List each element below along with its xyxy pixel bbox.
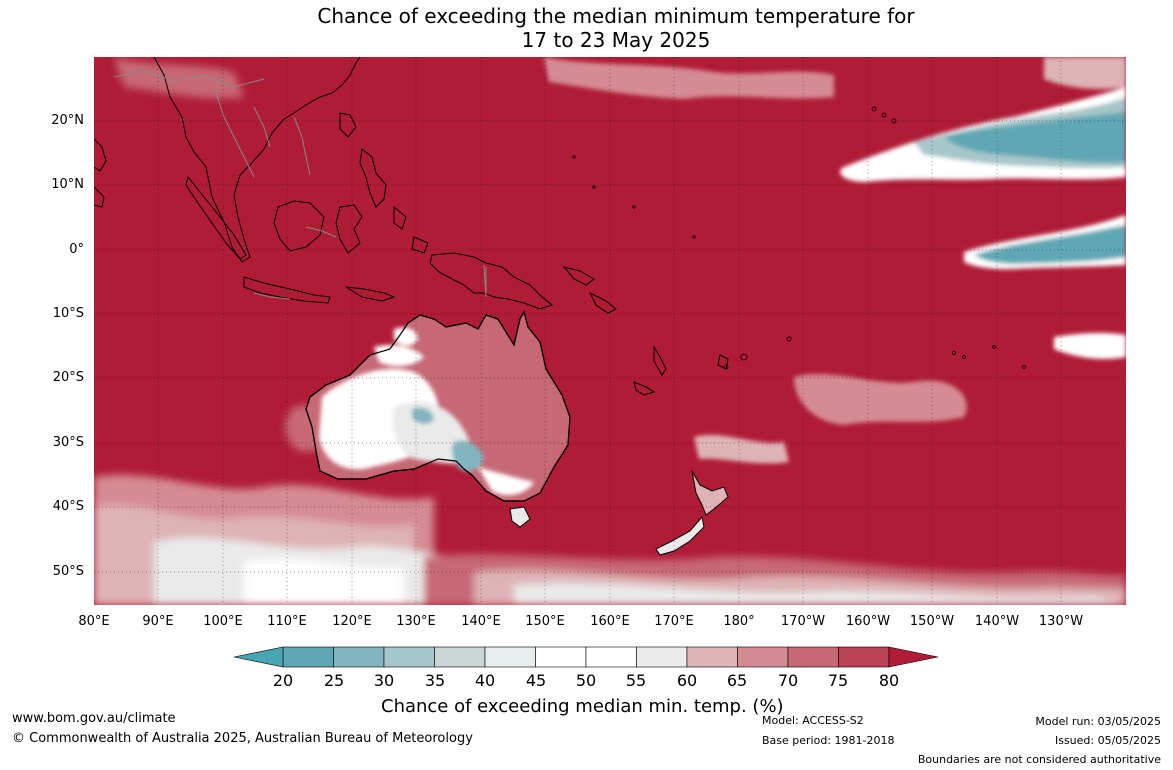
lon-label-150e: 150°E xyxy=(525,614,565,629)
lat-label-50s: 50°S xyxy=(52,564,84,579)
base-period: Base period: 1981-2018 xyxy=(762,734,895,747)
legend-tick-80: 80 xyxy=(878,671,900,690)
lon-label-160e: 160°E xyxy=(590,614,630,629)
lat-label-equator: 0° xyxy=(69,242,84,257)
colorbar-under-arrow xyxy=(233,646,284,668)
map-title-line1: Chance of exceeding the median minimum t… xyxy=(317,4,915,28)
australia-region xyxy=(305,310,571,528)
lon-label-150w: 150°W xyxy=(909,614,955,629)
lon-label-80e: 80°E xyxy=(78,614,110,629)
lon-label-180: 180° xyxy=(723,614,755,629)
lon-label-130e: 130°E xyxy=(396,614,436,629)
new-guinea-and-islands xyxy=(429,252,729,396)
legend-tick-40: 40 xyxy=(474,671,496,690)
legend-tick-45: 45 xyxy=(525,671,547,690)
pacific-islands xyxy=(572,106,1026,370)
lon-label-160w: 160°W xyxy=(845,614,891,629)
legend-tick-35: 35 xyxy=(424,671,446,690)
legend-tick-20: 20 xyxy=(272,671,294,690)
map-title: Chance of exceeding the median minimum t… xyxy=(0,4,1173,52)
legend-tick-70: 70 xyxy=(777,671,799,690)
lat-label-10s: 10°S xyxy=(52,306,84,321)
legend-tick-30: 30 xyxy=(373,671,395,690)
new-zealand xyxy=(655,470,729,556)
lon-label-170e: 170°E xyxy=(654,614,694,629)
legend-tick-75: 75 xyxy=(827,671,849,690)
legend-tick-65: 65 xyxy=(726,671,748,690)
probability-map xyxy=(94,57,1126,605)
model-name: Model: ACCESS-S2 xyxy=(762,714,864,727)
colorbar-segment xyxy=(838,646,890,668)
lon-label-130w: 130°W xyxy=(1038,614,1084,629)
website-link[interactable]: www.bom.gov.au/climate xyxy=(12,711,176,726)
lat-label-20n: 20°N xyxy=(51,113,84,128)
north-pacific-cool-anomaly xyxy=(544,57,1126,464)
colorbar-segment xyxy=(737,646,789,668)
colorbar-segment xyxy=(484,646,536,668)
legend-tick-55: 55 xyxy=(625,671,647,690)
lon-label-140w: 140°W xyxy=(974,614,1020,629)
internal-borders xyxy=(113,70,487,300)
map-title-line2: 17 to 23 May 2025 xyxy=(521,28,711,52)
legend-tick-50: 50 xyxy=(575,671,597,690)
colorbar-segment xyxy=(787,646,839,668)
colorbar xyxy=(233,646,939,668)
lon-label-90e: 90°E xyxy=(142,614,174,629)
legend-title: Chance of exceeding median min. temp. (%… xyxy=(381,696,784,717)
legend-tick-60: 60 xyxy=(676,671,698,690)
colorbar-segment xyxy=(535,646,587,668)
colorbar-segment xyxy=(282,646,334,668)
maritime-southeast-asia xyxy=(94,57,429,304)
lon-label-100e: 100°E xyxy=(203,614,243,629)
legend-tick-25: 25 xyxy=(323,671,345,690)
lon-label-120e: 120°E xyxy=(332,614,372,629)
lat-label-40s: 40°S xyxy=(52,499,84,514)
colorbar-segment xyxy=(585,646,637,668)
issued-date: Issued: 05/05/2025 xyxy=(1054,734,1161,747)
graticule xyxy=(94,57,1126,605)
colorbar-segment xyxy=(636,646,688,668)
colorbar-over-arrow xyxy=(888,646,939,668)
lat-label-20s: 20°S xyxy=(52,370,84,385)
boundaries-disclaimer: Boundaries are not considered authoritat… xyxy=(917,753,1161,766)
copyright-text: © Commonwealth of Australia 2025, Austra… xyxy=(12,731,473,746)
lon-label-170w: 170°W xyxy=(780,614,826,629)
lon-label-140e: 140°E xyxy=(461,614,501,629)
lat-label-10n: 10°N xyxy=(51,177,84,192)
model-run-date: Model run: 03/05/2025 xyxy=(1035,715,1161,728)
tasmania xyxy=(509,506,531,528)
lon-label-110e: 110°E xyxy=(267,614,307,629)
map-canvas xyxy=(94,57,1126,605)
colorbar-segment xyxy=(686,646,738,668)
lat-label-30s: 30°S xyxy=(52,435,84,450)
colorbar-segment xyxy=(333,646,385,668)
colorbar-segment xyxy=(383,646,435,668)
colorbar-segment xyxy=(434,646,486,668)
